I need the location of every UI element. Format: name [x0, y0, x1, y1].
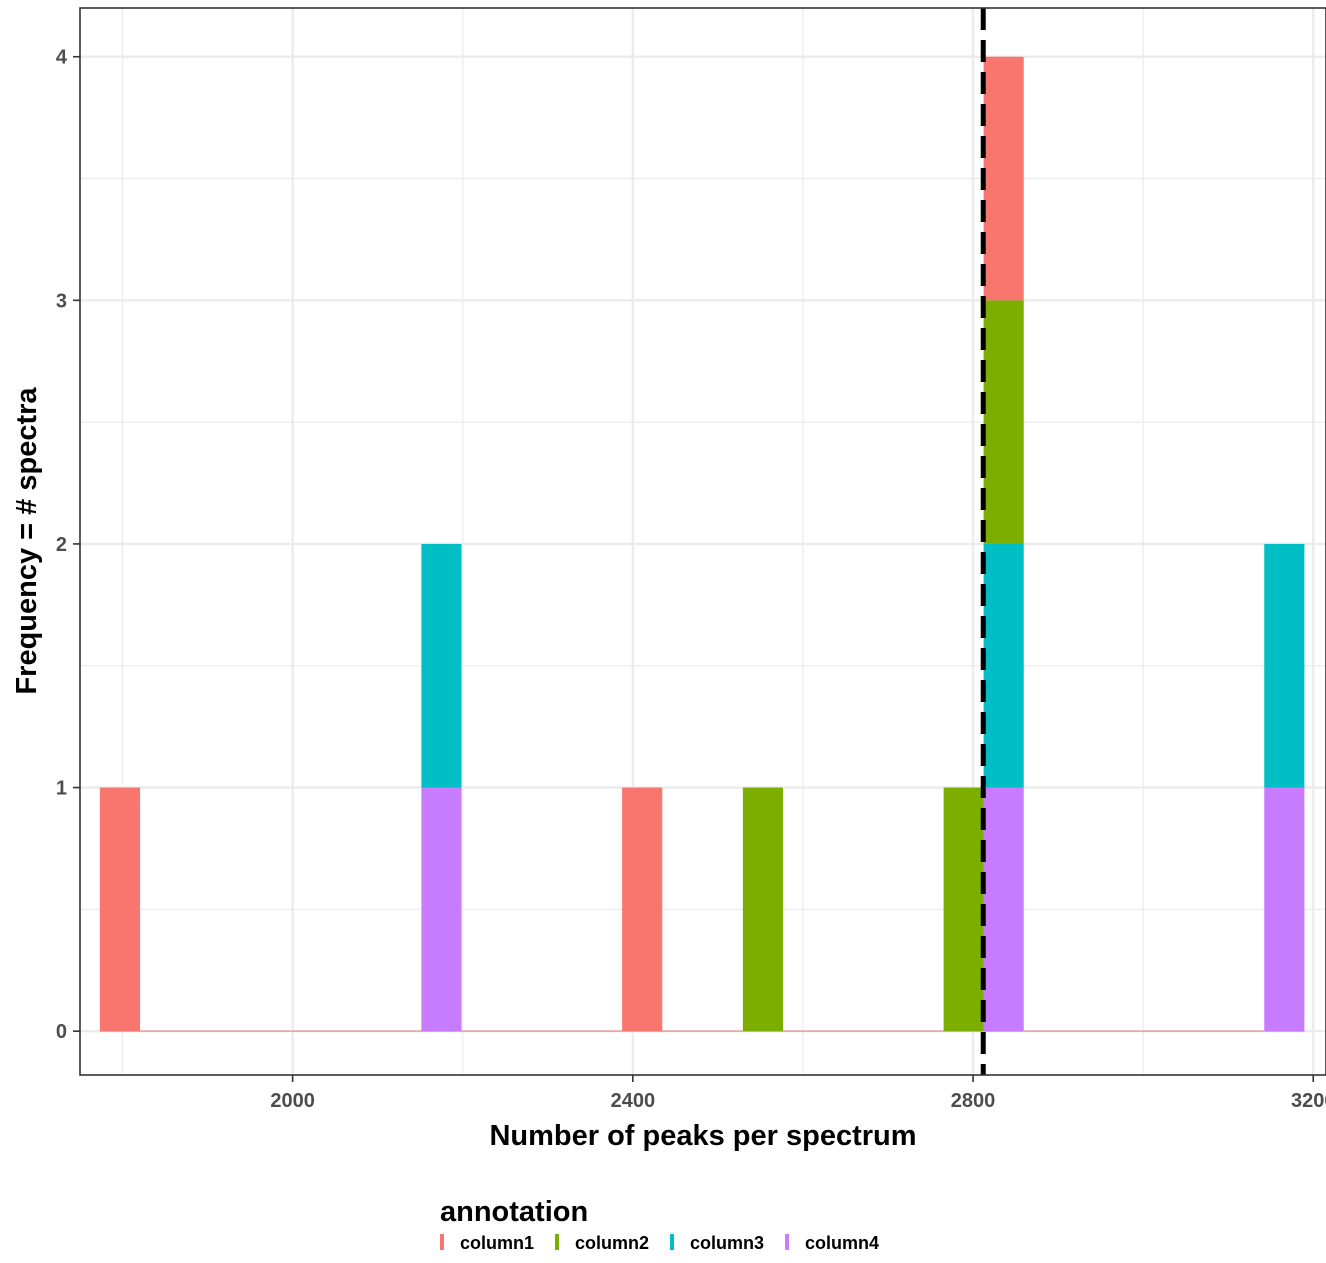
legend-label-column3: column3 [690, 1233, 764, 1253]
bar-column4 [1264, 787, 1305, 1032]
x-tick-label: 2800 [951, 1090, 996, 1112]
y-axis-title: Frequency = # spectra [11, 387, 43, 695]
legend-key-column2 [555, 1234, 560, 1250]
panel-border [79, 7, 1326, 1076]
legend-label-column4: column4 [805, 1233, 879, 1253]
legend-key-column1 [440, 1234, 444, 1250]
bar-column2 [943, 787, 984, 1032]
x-tick-label: 2400 [611, 1090, 656, 1112]
legend-label-column1: column1 [460, 1233, 534, 1253]
legend-items: column1 column2 column3 column4 [440, 1233, 879, 1253]
legend-label-column2: column2 [575, 1233, 649, 1253]
y-tick-label: 3 [56, 290, 67, 312]
bars [99, 56, 1305, 1032]
bar-column4 [983, 787, 1024, 1032]
x-axis-title: Number of peaks per spectrum [489, 1120, 916, 1152]
bar-column1 [983, 56, 1024, 301]
bar-column2 [742, 787, 784, 1032]
y-tick-label: 4 [56, 47, 68, 69]
bar-column1 [99, 787, 141, 1032]
legend-title: annotation [440, 1196, 588, 1228]
bar-column1 [622, 787, 663, 1032]
y-tick-label: 1 [56, 778, 67, 800]
bar-column3 [421, 543, 462, 788]
legend-key-column3 [670, 1234, 675, 1250]
y-tick-label: 2 [56, 534, 67, 556]
legend: annotation column1 column2 column3 column4 [440, 1196, 879, 1253]
legend-key-column4 [785, 1234, 790, 1250]
bar-column4 [421, 787, 462, 1032]
bar-column3 [1264, 543, 1305, 788]
y-tick-label: 0 [56, 1021, 67, 1043]
grid [80, 8, 1326, 1075]
x-tick-label: 2000 [270, 1090, 315, 1112]
bar-column2 [983, 300, 1024, 544]
bar-column3 [983, 543, 1024, 788]
